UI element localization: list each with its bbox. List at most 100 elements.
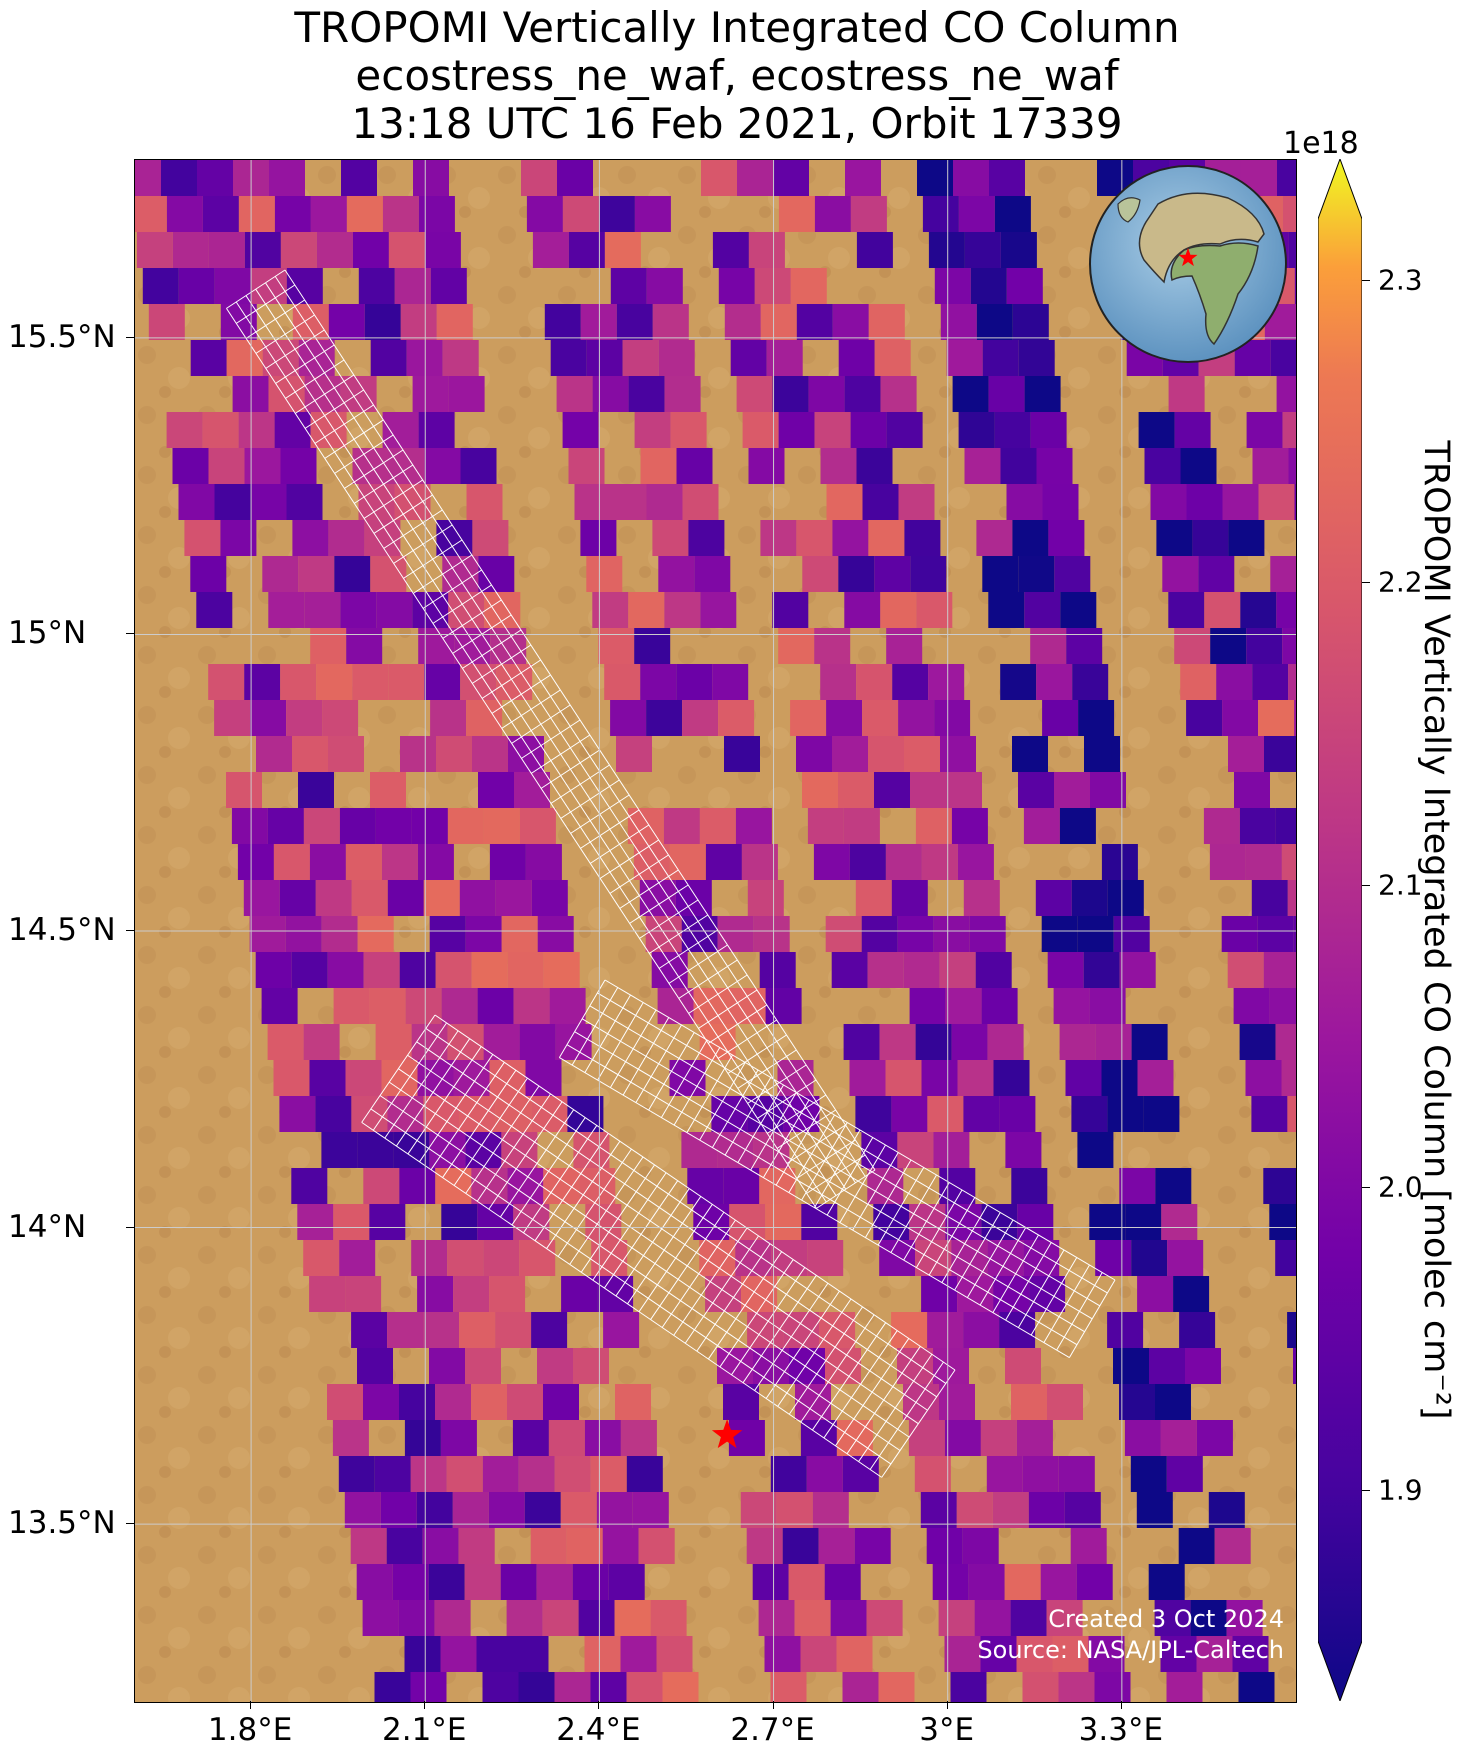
co-pixel [1030,628,1067,664]
co-pixel [712,232,749,268]
co-pixel [891,880,928,916]
co-pixel [904,736,940,772]
co-pixel [604,664,641,700]
co-pixel [850,412,887,448]
co-pixel [753,916,790,952]
co-pixel [268,592,305,628]
co-pixel [440,1636,477,1672]
co-pixel [975,952,1012,988]
co-pixel [604,232,641,268]
footprint-line [559,1057,1070,1359]
co-pixel [783,1096,820,1132]
co-pixel [670,412,707,448]
co-pixel [214,484,251,520]
co-pixel [915,1024,952,1060]
footprint-line [245,295,837,1196]
co-pixel [332,1420,369,1456]
co-pixel [880,592,917,628]
co-pixel [794,1600,831,1636]
co-pixel [526,196,563,232]
co-pixel [842,1456,879,1492]
co-pixel [178,484,215,520]
co-pixel [926,1528,963,1564]
co-pixel [976,520,1013,556]
globe-inset [1089,165,1287,363]
y-tick-label: 15°N [8,615,87,652]
footprint-line [566,1044,1078,1346]
co-pixel [543,1168,580,1204]
co-pixel [1004,1564,1041,1600]
co-pixel [988,376,1025,412]
co-pixel [933,916,970,952]
co-pixel [279,1096,316,1132]
colorbar-tick-label: 1.9 [1378,1473,1423,1507]
co-pixel [626,1672,663,1702]
co-pixel [1011,1168,1048,1204]
co-pixel [338,1456,375,1492]
co-pixel [393,1132,430,1168]
co-pixel [471,1384,507,1420]
co-pixel [466,484,503,520]
x-tick-label: 2.7°E [730,1712,815,1748]
co-pixel [208,664,245,700]
co-pixel [1294,268,1296,304]
co-pixel [1150,484,1187,520]
co-pixel [1036,664,1073,700]
co-pixel [1042,700,1079,736]
co-pixel [843,1024,880,1060]
y-tick-mark [126,1523,134,1525]
co-pixel [862,484,899,520]
x-tick-label: 2.4°E [556,1712,641,1748]
created-credit: Created 3 Oct 2024 [1048,1605,1284,1633]
co-pixel [521,160,557,196]
co-pixel [310,196,347,232]
co-pixel [344,1492,381,1528]
co-pixel [404,1420,441,1456]
co-pixel [974,1600,1011,1636]
co-pixel [261,988,298,1024]
co-pixel [512,1636,549,1672]
co-pixel [250,700,287,736]
co-pixel [328,304,365,340]
co-pixel [885,844,922,880]
co-pixel [718,268,755,304]
co-pixel [946,340,983,376]
co-pixel [380,1492,417,1528]
x-tick-label: 3°E [919,1712,975,1748]
co-pixel [944,1636,981,1672]
co-pixel [544,304,581,340]
co-pixel [532,232,569,268]
co-pixel [376,592,413,628]
co-pixel [634,628,671,664]
co-pixel [1263,1168,1296,1204]
co-pixel [446,1456,483,1492]
co-pixel [746,1528,783,1564]
co-pixel [357,916,394,952]
co-pixel [788,1564,825,1600]
co-pixel [267,1024,304,1060]
co-pixel [921,844,958,880]
co-pixel [917,160,953,196]
co-pixel [286,268,323,304]
co-pixel [316,232,353,268]
co-pixel [1090,772,1126,808]
co-pixel [345,844,382,880]
co-pixel [507,1384,543,1420]
co-pixel [818,1528,855,1564]
co-pixel [1288,664,1296,700]
co-pixel [730,340,767,376]
co-pixel [933,1132,970,1168]
co-pixel [1288,448,1296,484]
co-pixel [782,1528,819,1564]
co-pixel [280,448,317,484]
co-pixel [980,1420,1017,1456]
co-pixel [752,1564,789,1600]
co-pixel [610,268,647,304]
co-pixel [285,916,322,952]
co-pixel [843,808,880,844]
co-pixel [1018,556,1055,592]
co-pixel [369,1204,406,1240]
co-pixel [1282,196,1296,232]
co-pixel [1060,592,1097,628]
co-pixel [986,1456,1023,1492]
